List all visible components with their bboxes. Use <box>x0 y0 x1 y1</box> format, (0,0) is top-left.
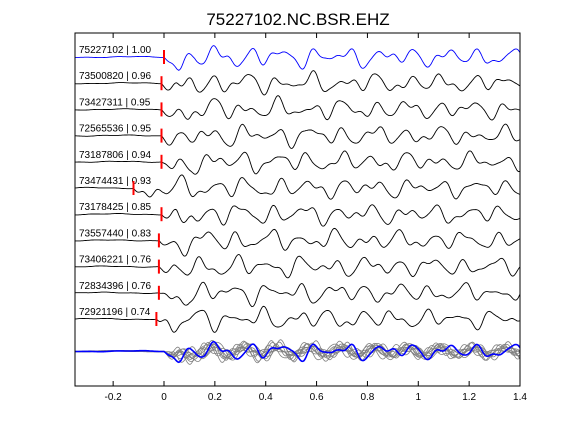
traces-layer: 75227102 | 1.00 73500820 | 0.96 73427311 |… <box>74 45 521 333</box>
trace-row: 72565536 | 0.95 <box>75 123 521 149</box>
trace-row: 73187806 | 0.94 <box>75 150 521 175</box>
stack-reference-trace <box>75 340 521 364</box>
trace-line <box>75 150 521 175</box>
trace-label: 73406221 | 0.76 <box>79 255 152 266</box>
chart-title: 75227102.NC.BSR.EHZ <box>206 10 389 29</box>
trace-label: 73178425 | 0.85 <box>79 202 152 213</box>
x-tick-label: 0.2 <box>208 392 222 403</box>
trace-line <box>74 254 521 279</box>
trace-line <box>75 45 521 71</box>
x-tick-label: -0.2 <box>105 392 123 403</box>
trace-label: 73474431 | 0.93 <box>79 176 152 187</box>
x-tick-label: 1.2 <box>462 392 476 403</box>
x-tick-label: 0 <box>161 392 167 403</box>
trace-label: 73557440 | 0.83 <box>79 228 152 239</box>
trace-row: 73406221 | 0.76 <box>74 254 521 279</box>
trace-row: 75227102 | 1.00 <box>75 45 521 71</box>
axes-layer: -0.2 0 0.2 0.4 0.6 0.8 1 1.2 1.4 <box>74 32 527 403</box>
x-tick-label: 0.8 <box>360 392 374 403</box>
x-tick-label: 1.4 <box>513 392 527 403</box>
trace-row: 72834396 | 0.76 <box>74 281 521 308</box>
trace-label: 73500820 | 0.96 <box>79 71 152 82</box>
x-tick-label: 0.6 <box>310 392 324 403</box>
x-tick-label: 0.4 <box>259 392 273 403</box>
trace-label: 72834396 | 0.76 <box>79 281 152 292</box>
plot-frame <box>74 32 521 387</box>
trace-line <box>74 305 521 333</box>
trace-row: 73474431 | 0.93 <box>75 174 521 200</box>
trace-row: 73427311 | 0.95 <box>74 95 521 121</box>
x-tick-label: 1 <box>416 392 422 403</box>
trace-line <box>75 174 521 200</box>
trace-row: 73557440 | 0.83 <box>75 227 521 257</box>
trace-label: 75227102 | 1.00 <box>79 45 152 56</box>
trace-label: 73187806 | 0.94 <box>79 150 152 161</box>
trace-line <box>75 123 521 149</box>
trace-line <box>74 281 521 308</box>
trace-label: 72921196 | 0.74 <box>79 307 151 318</box>
trace-label: 72565536 | 0.95 <box>79 124 152 135</box>
trace-label: 73427311 | 0.95 <box>79 97 151 108</box>
trace-line <box>75 227 521 257</box>
trace-row: 73178425 | 0.85 <box>75 202 521 227</box>
trace-line <box>74 95 521 121</box>
stack-layer <box>74 339 521 365</box>
trace-row: 73500820 | 0.96 <box>74 70 521 96</box>
trace-row: 72921196 | 0.74 <box>74 305 521 333</box>
trace-line <box>75 204 521 227</box>
trace-line <box>74 70 521 96</box>
